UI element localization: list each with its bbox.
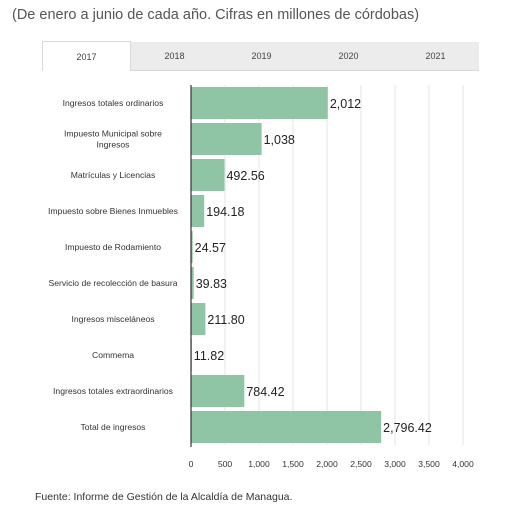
bar: [191, 123, 262, 155]
bar: [191, 231, 193, 263]
bar-chart: Ingresos totales ordinarios 2,012 Impuesto…: [48, 85, 474, 469]
category-label: Ingresos misceláneos: [71, 314, 154, 324]
x-tick-label: 0: [189, 459, 194, 469]
category-label: Impuesto de Rodamiento: [65, 242, 161, 252]
tab-2017[interactable]: 2017: [42, 41, 131, 71]
value-label: 24.57: [195, 241, 226, 255]
value-label: 2,796.42: [383, 421, 432, 435]
year-tabs: 2017 2018 2019 2020 2021: [42, 41, 479, 71]
category-label: Commema: [92, 350, 134, 360]
tab-2019[interactable]: 2019: [251, 51, 272, 61]
x-tick-label: 4,000: [452, 459, 474, 469]
category-label: Ingresos totales ordinarios: [63, 98, 164, 108]
bar: [191, 411, 382, 443]
category-label: Servicio de recolección de basura: [49, 278, 178, 288]
x-tick-label: 3,500: [418, 459, 440, 469]
bar: [191, 267, 194, 299]
x-tick-label: 2,500: [350, 459, 372, 469]
value-label: 2,012: [330, 97, 361, 111]
bar: [191, 303, 206, 335]
category-label: Impuesto Municipal sobre Ingresos: [64, 129, 162, 150]
category-label: Ingresos totales extraordinarios: [53, 386, 173, 396]
value-label: 11.82: [194, 349, 224, 363]
bar: [191, 195, 205, 227]
value-label: 492.56: [226, 169, 264, 183]
chart-subtitle: (De enero a junio de cada año. Cifras en…: [12, 7, 420, 23]
x-tick-label: 1,500: [282, 459, 304, 469]
value-label: 211.80: [207, 313, 244, 327]
value-label: 194.18: [206, 205, 244, 219]
value-label: 784.42: [246, 385, 284, 399]
x-tick-label: 3,000: [384, 459, 406, 469]
value-label: 1,038: [264, 133, 295, 147]
x-tick-label: 1,000: [248, 459, 270, 469]
bar: [191, 87, 328, 119]
category-label: Impuesto sobre Bienes Inmuebles: [48, 206, 178, 216]
category-label: Total de ingresos: [81, 422, 146, 432]
tab-2020[interactable]: 2020: [338, 51, 359, 61]
x-tick-label: 500: [218, 459, 233, 469]
tab-2021[interactable]: 2021: [425, 51, 446, 61]
source-note: Fuente: Informe de Gestión de la Alcaldí…: [35, 491, 293, 503]
value-label: 39.83: [196, 277, 227, 291]
tab-2018[interactable]: 2018: [164, 51, 185, 61]
x-tick-label: 2,000: [316, 459, 338, 469]
category-label: Matrículas y Licencias: [71, 170, 156, 180]
bar: [191, 375, 245, 407]
bar: [191, 159, 225, 191]
